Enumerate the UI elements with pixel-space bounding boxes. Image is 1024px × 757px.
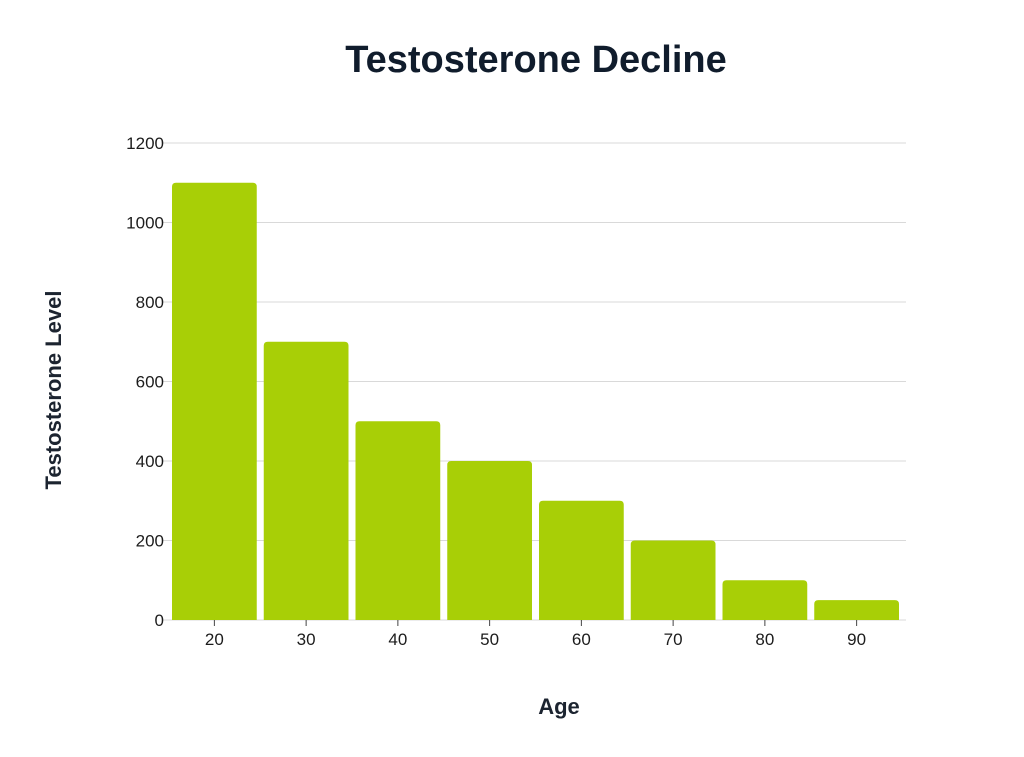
y-tick-label: 800 xyxy=(136,293,164,312)
x-axis-title: Age xyxy=(538,694,580,719)
x-axis-ticks: 20 30 40 50 60 70 80 90 xyxy=(205,620,866,649)
bar-80 xyxy=(722,580,808,620)
bars xyxy=(172,182,899,620)
y-tick-label: 200 xyxy=(136,532,164,551)
bar-50 xyxy=(447,461,532,620)
y-tick-label: 0 xyxy=(155,611,164,630)
y-axis-ticks: 0 200 400 600 800 1000 1200 xyxy=(126,134,164,630)
bar-90 xyxy=(814,600,899,620)
bar-40 xyxy=(355,421,441,620)
x-tick-label: 40 xyxy=(388,630,407,649)
x-tick-label: 30 xyxy=(297,630,316,649)
y-axis-title: Testosterone Level xyxy=(41,291,66,490)
y-tick-label: 1000 xyxy=(126,214,164,233)
chart-title: Testosterone Decline xyxy=(345,39,727,81)
x-tick-label: 90 xyxy=(847,630,866,649)
y-tick-label: 1200 xyxy=(126,134,164,153)
x-tick-label: 20 xyxy=(205,630,224,649)
y-tick-label: 400 xyxy=(136,452,164,471)
bar-60 xyxy=(539,500,624,620)
bar-20 xyxy=(172,182,257,620)
y-tick-label: 600 xyxy=(136,373,164,392)
x-tick-label: 50 xyxy=(480,630,499,649)
x-tick-label: 60 xyxy=(572,630,591,649)
bar-70 xyxy=(630,540,716,620)
x-tick-label: 80 xyxy=(755,630,774,649)
x-tick-label: 70 xyxy=(664,630,683,649)
bar-30 xyxy=(263,341,349,620)
